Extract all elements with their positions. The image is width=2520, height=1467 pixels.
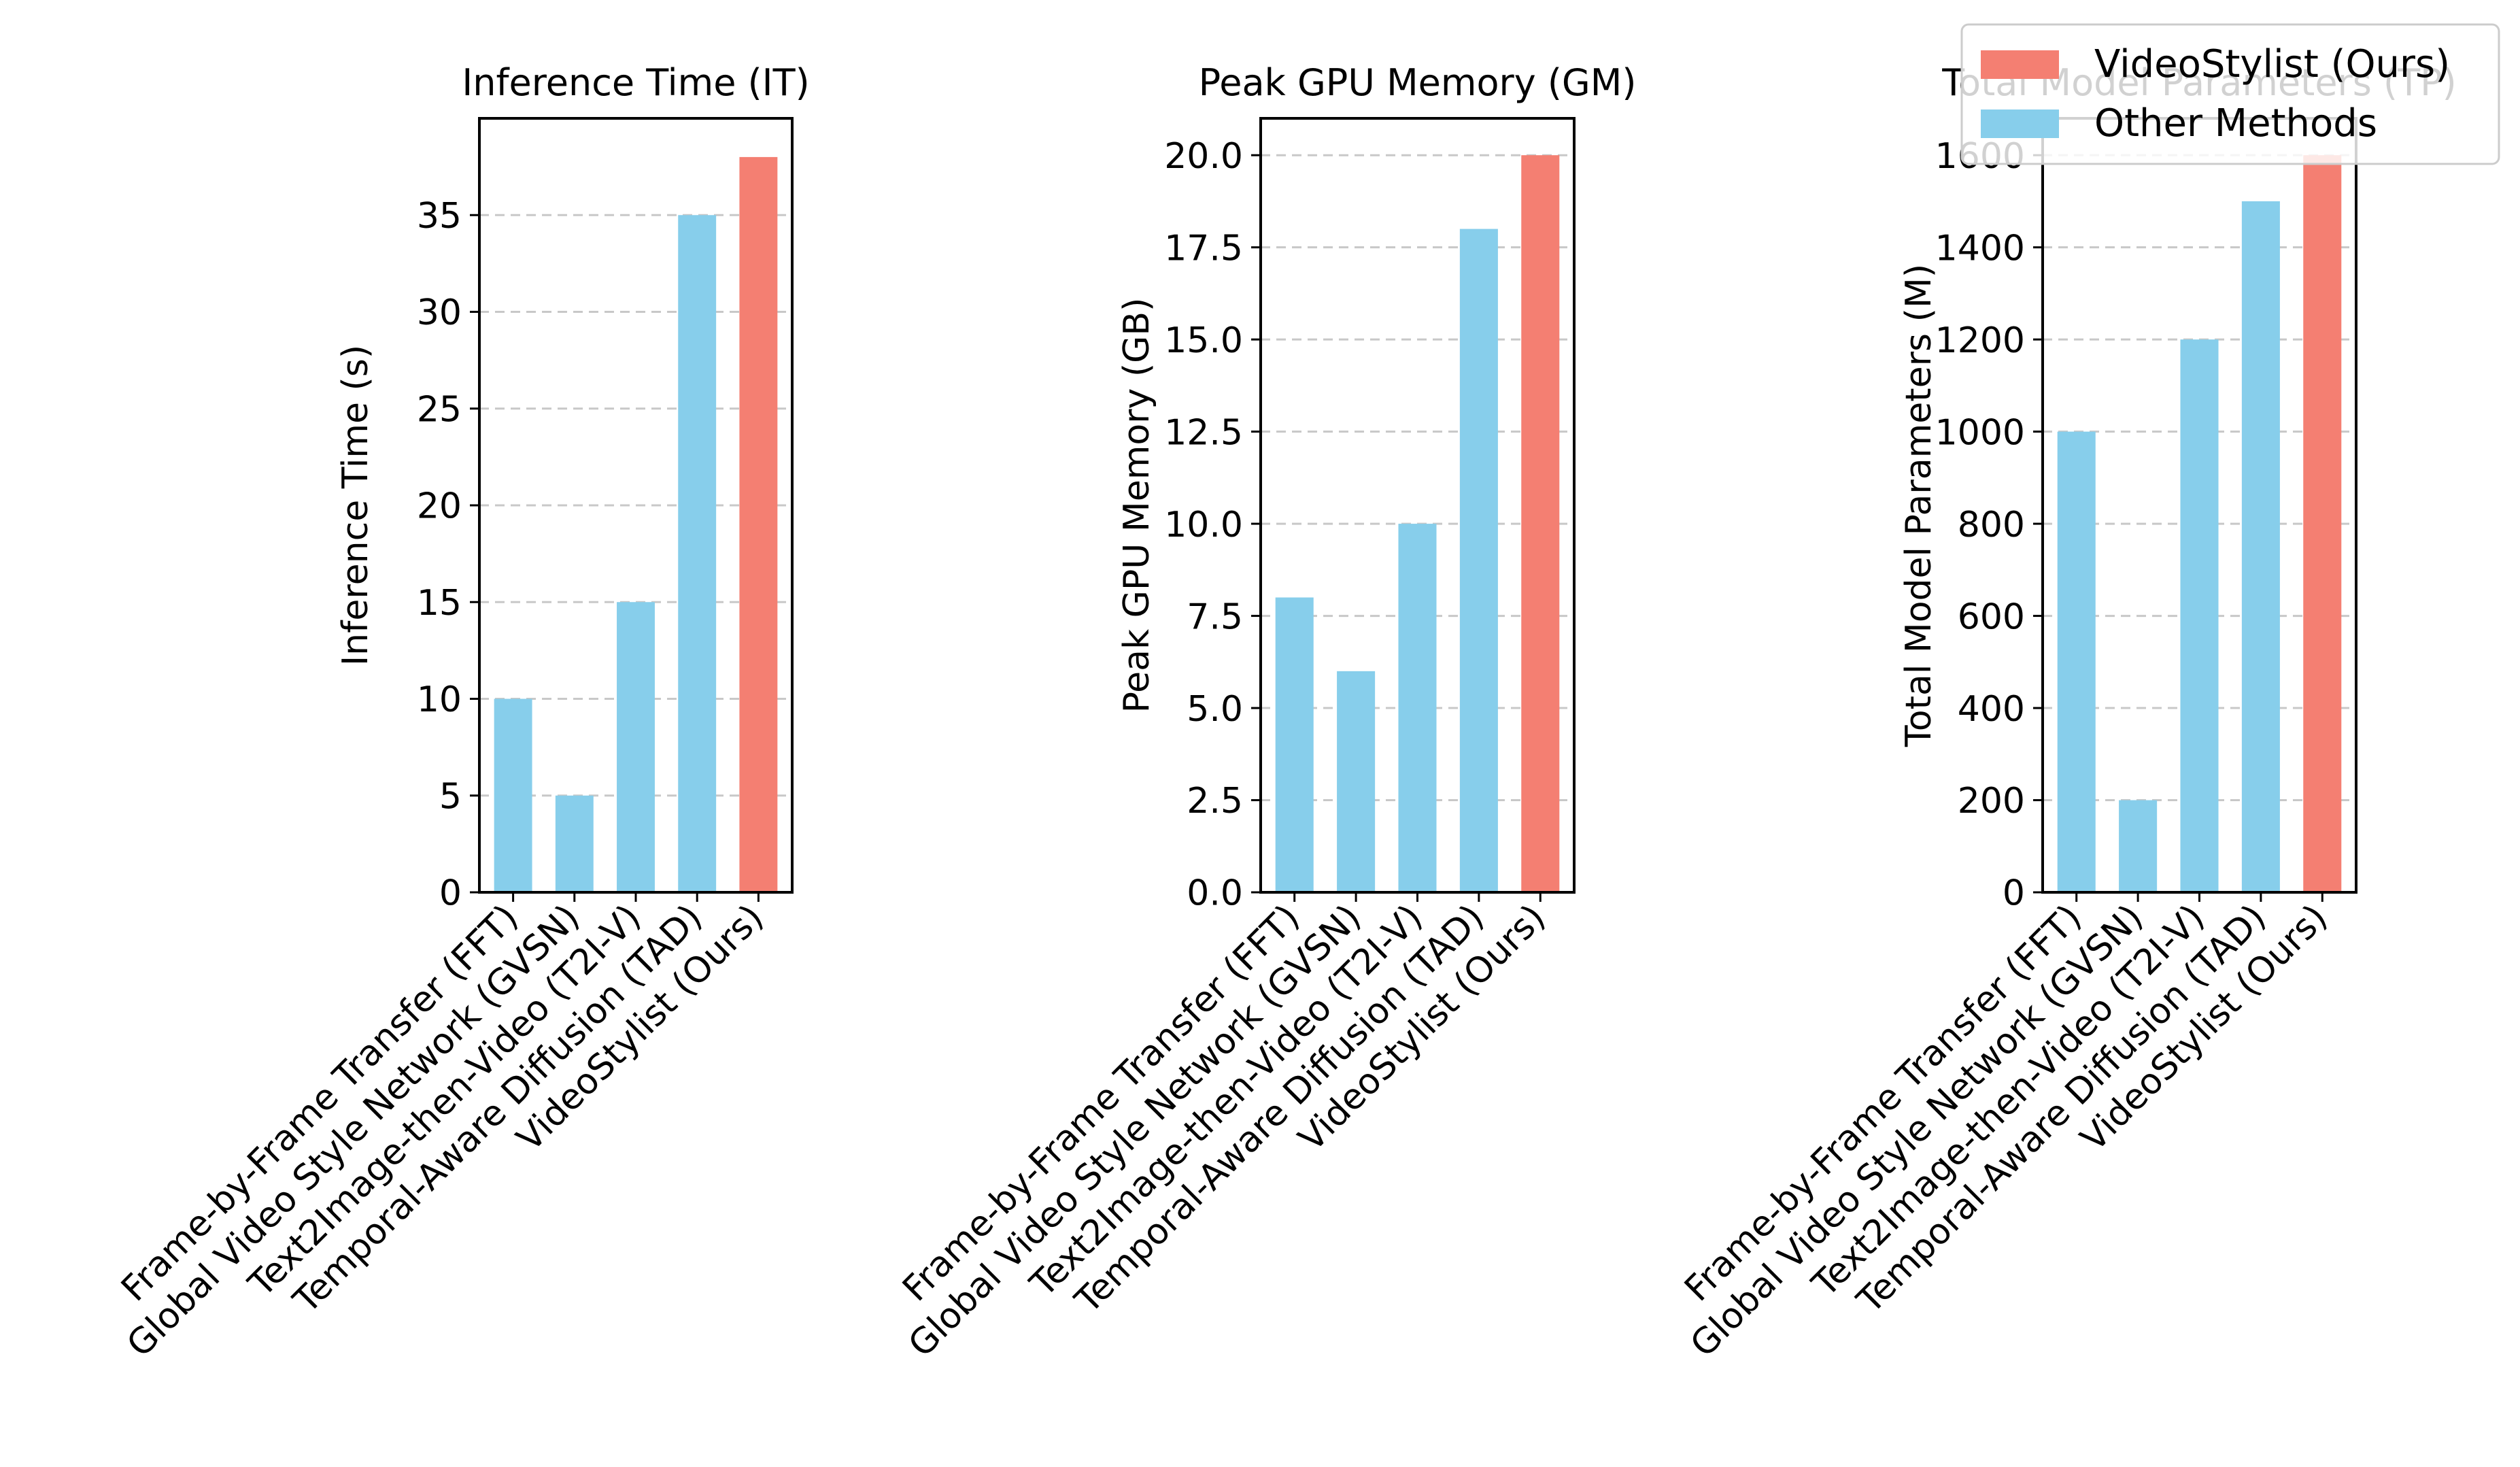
y-tick-label: 10 [417,679,462,720]
y-tick-label: 20.0 [1164,136,1243,177]
chart-panel-3: 02004006008001000120014001600Frame-by-Fr… [1677,61,2456,1365]
bar-1 [1275,597,1314,892]
y-tick-label: 30 [417,292,462,333]
legend-label: Other Methods [2094,101,2377,146]
bar-4 [2241,201,2280,892]
y-tick-label: 5.0 [1187,689,1243,730]
chart-panel-2: 0.02.55.07.510.012.515.017.520.0Frame-by… [895,61,1636,1365]
bar-5 [2303,155,2342,893]
bar-2 [1337,671,1376,892]
y-axis-label: Peak GPU Memory (GB) [1117,298,1157,713]
y-tick-label: 25 [417,389,462,430]
y-tick-label: 0.0 [1187,873,1243,914]
y-tick-label: 0 [2003,873,2025,914]
legend: VideoStylist (Ours) Other Methods [1960,23,2500,165]
bar-2 [2119,800,2158,892]
y-tick-label: 200 [1958,781,2025,822]
y-tick-label: 1200 [1935,320,2025,361]
bar-4 [1459,229,1498,893]
y-tick-label: 20 [417,486,462,527]
y-tick-label: 17.5 [1164,228,1243,269]
y-tick-label: 600 [1958,596,2025,637]
bar-1 [494,698,532,892]
y-tick-label: 1400 [1935,228,2025,269]
bar-1 [2057,431,2096,892]
y-axis-label: Total Model Parameters (M) [1898,264,1939,747]
y-tick-label: 0 [439,873,462,914]
y-tick-label: 15.0 [1164,320,1243,361]
legend-box [1960,23,2500,165]
legend-swatch [1981,50,2059,79]
legend-label: VideoStylist (Ours) [2094,42,2450,86]
bar-4 [678,215,717,892]
y-tick-label: 1000 [1935,412,2025,453]
y-tick-label: 800 [1958,505,2025,545]
y-tick-label: 7.5 [1187,596,1243,637]
y-tick-label: 2.5 [1187,781,1243,822]
y-tick-label: 12.5 [1164,412,1243,453]
y-tick-label: 5 [439,776,462,817]
y-tick-label: 35 [417,196,462,237]
legend-swatch [1981,109,2059,138]
bar-2 [555,795,594,892]
y-tick-label: 400 [1958,689,2025,730]
bar-3 [617,602,655,892]
y-tick-label: 10.0 [1164,505,1243,545]
bar-5 [1521,155,1560,893]
y-tick-label: 15 [417,583,462,624]
chart-title: Inference Time (IT) [462,61,809,104]
bar-5 [739,156,778,892]
bar-3 [2180,339,2219,893]
y-axis-label: Inference Time (s) [335,345,376,666]
bar-3 [1398,524,1437,892]
chart-title: Peak GPU Memory (GM) [1199,61,1637,104]
